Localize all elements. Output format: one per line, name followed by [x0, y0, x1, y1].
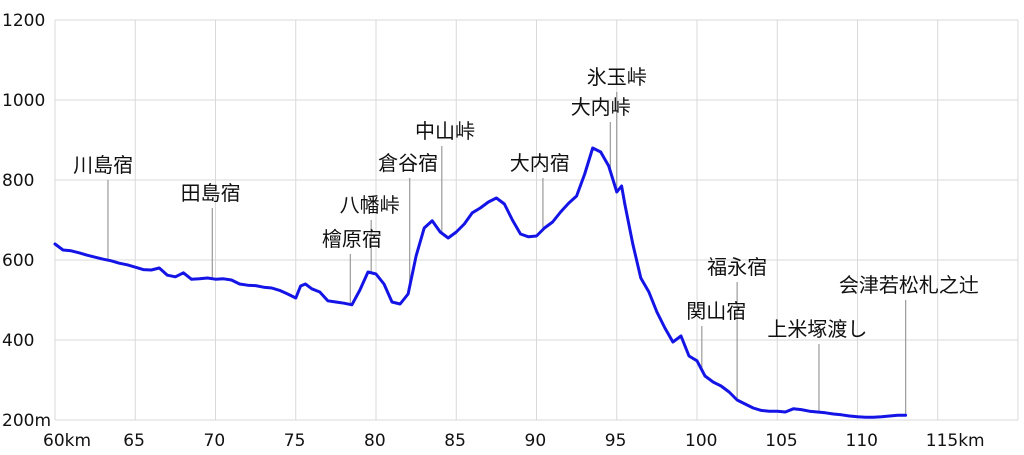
place-label: 田島宿: [181, 181, 241, 205]
x-tick-label: 95: [605, 431, 627, 451]
x-axis-tick-labels: 60km 65 70 75 80 85 90 95 100 105 110 115km: [43, 431, 985, 451]
place-label: 会津若松札之辻: [839, 273, 979, 297]
place-label: 川島宿: [73, 153, 133, 177]
x-tick-label: 90: [525, 431, 547, 451]
place-label: 上米塚渡し: [767, 317, 867, 341]
place-label: 福永宿: [707, 255, 767, 279]
elevation-series: [53, 146, 908, 419]
place-label: 大内峠: [571, 95, 631, 119]
x-tick-label: 115km: [926, 431, 985, 451]
x-tick-label: 75: [284, 431, 306, 451]
y-tick-label: 800: [2, 171, 34, 191]
elevation-line: [53, 146, 908, 419]
y-tick-label: 1200: [2, 11, 45, 31]
x-tick-label: 65: [123, 431, 145, 451]
grid-lines: [54, 19, 1019, 421]
y-tick-label: 1000: [2, 91, 45, 111]
place-label: 大内宿: [510, 151, 570, 175]
x-tick-label: 70: [204, 431, 226, 451]
x-tick-label: 85: [444, 431, 466, 451]
x-tick-label: 110: [846, 431, 878, 451]
annotation-leader-lines: [107, 92, 907, 416]
y-tick-label: 600: [2, 251, 34, 271]
x-tick-label: 80: [364, 431, 386, 451]
place-label: 檜原宿: [322, 227, 382, 251]
place-label: 倉谷宿: [378, 151, 438, 175]
y-axis-tick-labels: 200m 400 600 800 1000 1200: [2, 11, 51, 431]
place-label: 関山宿: [686, 299, 746, 323]
x-tick-label: 105: [765, 431, 797, 451]
y-tick-label: 200m: [2, 411, 51, 431]
place-label: 中山峠: [415, 119, 475, 143]
place-label: 氷玉峠: [587, 65, 647, 89]
x-tick-label: 100: [685, 431, 717, 451]
place-label: 八幡峠: [340, 193, 400, 217]
y-tick-label: 400: [2, 331, 34, 351]
x-tick-label: 60km: [43, 431, 91, 451]
